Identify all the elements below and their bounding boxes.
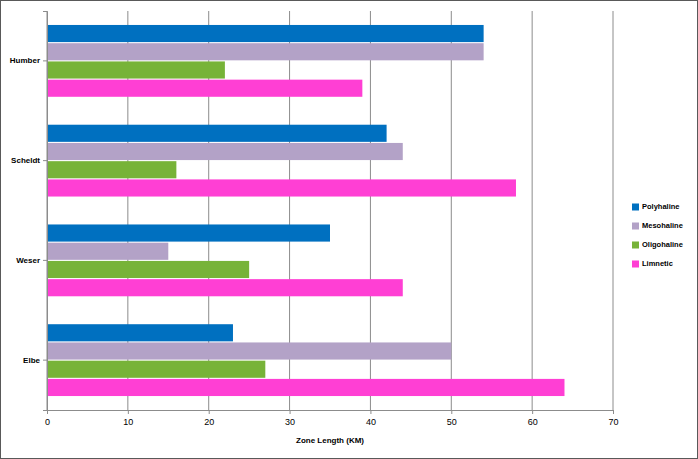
x-tick-mark	[613, 410, 614, 414]
legend-swatch	[632, 223, 639, 230]
y-axis: Humber Scheldt Weser Elbe	[10, 12, 48, 411]
x-axis-line	[48, 411, 614, 415]
x-tick-label: 50	[447, 417, 457, 427]
legend-label: Polyhaline	[642, 202, 680, 211]
x-tick-label: 40	[366, 417, 376, 427]
y-tick: Scheldt	[11, 156, 47, 165]
bar	[47, 324, 233, 341]
bar	[47, 179, 516, 196]
bar	[47, 25, 484, 42]
x-tick: 0	[45, 410, 50, 427]
legend-label: Mesohaline	[642, 221, 683, 230]
chart: 0 10 20 30 40 50 60 70 Humber Scheldt Weser Elbe Zon…	[0, 0, 698, 459]
x-tick: 70	[608, 410, 618, 427]
grid-line	[613, 11, 614, 410]
x-tick-mark	[451, 410, 452, 414]
bar	[47, 361, 265, 378]
bar	[47, 342, 451, 359]
x-tick-label: 60	[528, 417, 538, 427]
y-tick: Elbe	[23, 356, 47, 365]
x-tick: 20	[204, 410, 214, 427]
bars	[47, 25, 564, 396]
x-tick-label: 0	[45, 417, 50, 427]
x-tick-mark	[290, 410, 291, 414]
legend-swatch	[632, 204, 639, 211]
y-tick-mark	[43, 160, 47, 161]
bar	[47, 143, 403, 160]
grid-line	[532, 11, 533, 410]
legend-swatch	[632, 242, 639, 249]
bar	[47, 161, 176, 178]
legend-swatch	[632, 261, 639, 268]
bar	[47, 379, 564, 396]
bar	[47, 125, 387, 142]
y-tick: Humber	[10, 56, 47, 65]
x-tick: 10	[123, 410, 133, 427]
bar	[47, 224, 330, 241]
x-tick-mark	[128, 410, 129, 414]
x-tick-label: 10	[123, 417, 133, 427]
bar	[47, 243, 168, 260]
x-axis-title: Zone Length (KM)	[296, 436, 364, 445]
y-axis-line	[43, 12, 48, 411]
chart-frame	[1, 1, 698, 459]
bar	[47, 279, 403, 296]
grid	[47, 11, 613, 410]
legend: Polyhaline Mesohaline Oligohaline Limnetic	[632, 202, 683, 268]
x-tick-label: 30	[285, 417, 295, 427]
legend-label: Limnetic	[642, 259, 673, 268]
legend-label: Oligohaline	[642, 240, 683, 249]
x-axis: 0 10 20 30 40 50 60 70	[45, 410, 619, 427]
x-tick-mark	[532, 410, 533, 414]
y-tick-mark	[43, 60, 47, 61]
x-tick: 50	[447, 410, 457, 427]
x-tick: 60	[528, 410, 538, 427]
x-tick-mark	[209, 410, 210, 414]
y-tick-mark	[43, 360, 47, 361]
y-tick-label: Elbe	[23, 356, 40, 365]
x-tick-label: 20	[204, 417, 214, 427]
x-tick-label: 70	[608, 417, 618, 427]
y-tick-label: Weser	[16, 256, 40, 265]
x-tick: 30	[285, 410, 295, 427]
x-tick: 40	[366, 410, 376, 427]
bar	[47, 80, 362, 97]
bar	[47, 61, 225, 78]
y-tick: Weser	[16, 256, 47, 265]
y-tick-label: Scheldt	[11, 156, 40, 165]
y-tick-mark	[43, 260, 47, 261]
y-tick-label: Humber	[10, 56, 40, 65]
bar	[47, 43, 484, 60]
bar	[47, 261, 249, 278]
x-tick-mark	[370, 410, 371, 414]
